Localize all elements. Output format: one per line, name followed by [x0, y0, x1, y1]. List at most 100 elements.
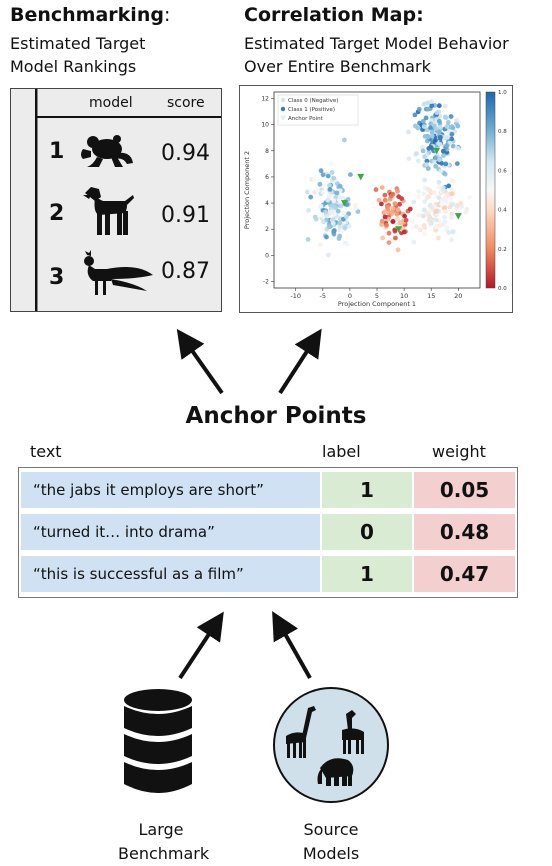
scatter-point: [436, 103, 442, 109]
legend: Class 0 (Negative) Class 1 (Positive) An…: [277, 94, 359, 126]
y-tick-label: 4: [265, 200, 269, 207]
scatter-point: [444, 143, 450, 148]
scatter-point: [344, 214, 349, 220]
scatter-point: [337, 194, 342, 200]
scatter-point: [428, 121, 433, 127]
scatter-point: [392, 227, 398, 233]
scatter-point: [425, 166, 431, 171]
scatter-point: [424, 162, 430, 167]
scatter-point: [422, 231, 428, 237]
x-tick-label: -5: [320, 292, 326, 300]
scatter-point: [438, 134, 443, 140]
arrow-from-models: [272, 611, 312, 679]
scatter-point: [399, 196, 404, 201]
scatter-point: [330, 221, 336, 226]
anchor-row-2-label: 0: [322, 514, 412, 550]
scatter-point: [409, 218, 415, 224]
anchor-row-3-weight: 0.47: [414, 556, 515, 592]
correlation-scatter-chart: -10 -5 0 5 10 15 20 -2 0 2 4 6 8 10 12 Class 0 (Negat…: [243, 90, 507, 308]
scatter-point: [429, 103, 435, 109]
scatter-point: [331, 228, 337, 234]
scatter-point: [416, 189, 421, 194]
scatter-point: [446, 230, 452, 235]
scatter-point: [331, 231, 337, 237]
scatter-point: [443, 161, 449, 167]
x-tick-label: 20: [454, 292, 462, 300]
scatter-point: [432, 123, 437, 129]
scatter-point: [449, 215, 454, 221]
colorbar-tick-label: 0.8: [498, 129, 507, 135]
scatter-point: [379, 185, 385, 190]
scatter-point: [420, 118, 426, 124]
source-models-line1: Source: [303, 820, 359, 839]
scatter-point: [418, 227, 423, 233]
colorbar-tick-label: 0.6: [498, 168, 507, 174]
scatter-point: [426, 106, 431, 112]
scatter-point: [414, 151, 419, 156]
scatter-point: [311, 177, 317, 182]
legend-label-anchor: Anchor Point: [288, 116, 324, 122]
rank-score-1: 0.94: [161, 141, 210, 166]
benchmarking-colon: :: [163, 4, 171, 26]
scatter-point: [467, 194, 472, 200]
scatter-point: [411, 239, 417, 245]
scatter-point: [443, 209, 448, 214]
scatter-point: [397, 201, 402, 207]
x-tick-label: -10: [290, 292, 301, 300]
correlation-title: Correlation Map:: [244, 4, 424, 26]
llama-icon: [342, 710, 364, 754]
scatter-point: [326, 224, 332, 230]
scatter-point: [436, 185, 442, 190]
scatter-point: [438, 223, 443, 228]
scatter-point: [423, 115, 429, 121]
scatter-point: [318, 168, 324, 174]
scatter-point: [422, 154, 427, 160]
scatter-point: [393, 235, 398, 241]
scatter-point: [395, 207, 401, 213]
scatter-point: [433, 155, 438, 161]
x-tick-label: 0: [348, 292, 352, 300]
scatter-point: [425, 100, 431, 106]
source-models-line2: Models: [302, 844, 360, 863]
scatter-point: [424, 195, 430, 201]
scatter-point: [442, 103, 448, 109]
scatter-point: [428, 145, 434, 150]
column-header-label: label: [322, 442, 361, 461]
scatter-point: [394, 211, 400, 217]
y-tick-label: -2: [263, 278, 269, 285]
scatter-point: [439, 160, 444, 166]
scatter-point: [379, 218, 385, 224]
column-header-weight: weight: [432, 442, 486, 461]
scatter-point: [429, 99, 434, 104]
anchor-point-marker: [433, 147, 441, 155]
scatter-point: [449, 131, 455, 137]
benchmarking-subtitle-line2: Model Rankings: [10, 57, 137, 76]
scatter-point: [436, 179, 442, 185]
scatter-point: [313, 216, 319, 222]
scatter-point: [331, 198, 337, 204]
scatter-point: [327, 187, 333, 192]
giraffe-icon: [286, 706, 316, 758]
anchor-points-title: Anchor Points: [185, 403, 367, 429]
scatter-point: [449, 237, 454, 243]
y-tick-label: 8: [265, 148, 269, 155]
scatter-point: [451, 178, 456, 184]
scatter-point: [433, 137, 438, 143]
scatter-point: [382, 197, 388, 203]
colorbar-tick-label: 0.0: [498, 286, 507, 292]
scatter-point: [421, 124, 427, 129]
scatter-point: [320, 189, 326, 195]
scatter-point: [425, 210, 430, 216]
scatter-point: [432, 159, 438, 164]
scatter-point: [346, 223, 352, 229]
y-axis-label: Projection Component 2: [243, 151, 251, 229]
correlation-subtitle: Estimated Target Model Behavior Over Ent…: [244, 32, 509, 78]
arrow-to-correlation: [278, 328, 322, 395]
scatter-point: [395, 216, 400, 222]
benchmarking-title: Benchmarking:: [10, 4, 170, 26]
scatter-point: [392, 201, 398, 206]
scatter-point: [448, 114, 454, 119]
colorbar-tick-label: 0.2: [498, 247, 507, 253]
scatter-points: [304, 99, 472, 258]
frog-icon: [81, 135, 133, 167]
